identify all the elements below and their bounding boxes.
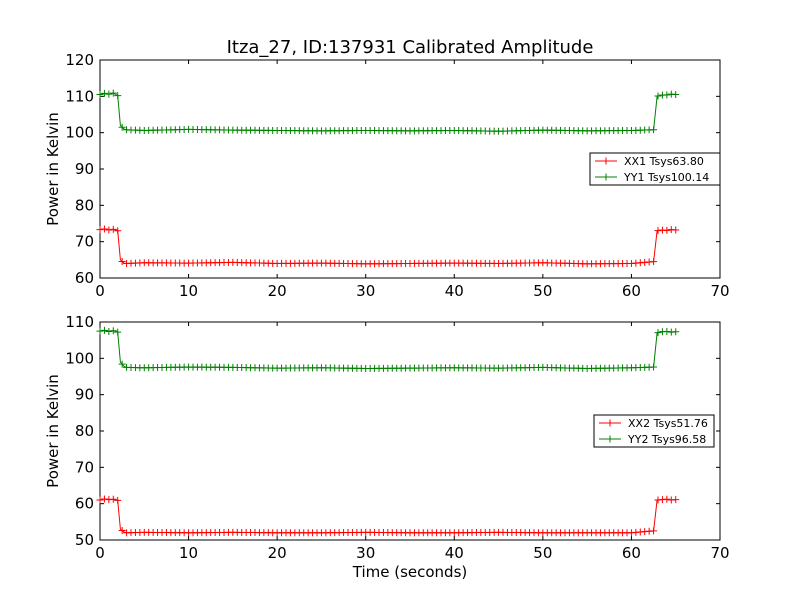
- series-yy1: [96, 89, 680, 135]
- data-point-marker: [650, 363, 658, 371]
- x-tick-label: 0: [95, 544, 105, 562]
- data-point-marker: [100, 326, 108, 334]
- y-tick-label: 100: [65, 124, 94, 142]
- y-tick-label: 110: [65, 313, 94, 331]
- data-point-marker: [650, 527, 658, 535]
- data-point-marker: [118, 527, 126, 535]
- legend-frame: [589, 152, 721, 186]
- y-tick-label: 50: [75, 531, 94, 549]
- data-point-marker: [672, 328, 680, 336]
- x-tick-label: 10: [179, 544, 198, 562]
- data-point-marker: [672, 91, 680, 99]
- data-point-marker: [96, 496, 104, 504]
- data-point-marker: [114, 92, 122, 100]
- data-point-marker: [654, 329, 662, 337]
- x-tick-label: 20: [268, 282, 287, 300]
- legend-label: YY1 Tsys100.14: [623, 171, 709, 184]
- x-axis-label: Time (seconds): [352, 563, 468, 581]
- y-tick-label: 120: [65, 51, 94, 69]
- x-tick-label: 40: [445, 544, 464, 562]
- x-tick-label: 60: [622, 544, 641, 562]
- data-point-marker: [96, 91, 104, 99]
- data-point-marker: [105, 327, 113, 335]
- data-point-marker: [109, 495, 117, 503]
- data-point-marker: [118, 123, 126, 131]
- x-tick-label: 50: [533, 282, 552, 300]
- series-yy2: [96, 326, 680, 373]
- y-axis-label: Power in Kelvin: [44, 374, 62, 488]
- legend-swatch-marker: [606, 435, 614, 443]
- legend-swatch-marker: [602, 157, 610, 165]
- legend-swatch-marker: [602, 173, 610, 181]
- legend-frame: [593, 414, 715, 448]
- data-point-marker: [663, 91, 671, 99]
- data-point-marker: [100, 225, 108, 233]
- data-point-marker: [114, 328, 122, 336]
- legend-label: YY2 Tsys96.58: [627, 433, 706, 446]
- x-tick-label: 70: [710, 544, 729, 562]
- series-xx2: [96, 495, 680, 537]
- data-point-marker: [105, 226, 113, 234]
- data-point-marker: [672, 496, 680, 504]
- y-tick-label: 90: [75, 386, 94, 404]
- y-tick-label: 70: [75, 458, 94, 476]
- data-point-marker: [663, 327, 671, 335]
- data-point-marker: [109, 225, 117, 233]
- data-point-marker: [109, 89, 117, 97]
- data-point-marker: [114, 227, 122, 235]
- data-point-marker: [109, 327, 117, 335]
- data-point-marker: [96, 327, 104, 335]
- series-xx1: [96, 225, 680, 268]
- y-tick-label: 60: [75, 269, 94, 287]
- y-tick-label: 80: [75, 196, 94, 214]
- x-tick-label: 0: [95, 282, 105, 300]
- x-tick-label: 60: [622, 282, 641, 300]
- data-point-marker: [100, 495, 108, 503]
- data-point-marker: [118, 360, 126, 368]
- data-point-marker: [650, 126, 658, 134]
- data-point-marker: [663, 226, 671, 234]
- y-tick-label: 60: [75, 495, 94, 513]
- x-tick-label: 30: [356, 544, 375, 562]
- legend: XX2 Tsys51.76 YY2 Tsys96.58: [593, 414, 715, 448]
- x-tick-label: 70: [710, 282, 729, 300]
- data-point-marker: [100, 89, 108, 97]
- data-point-marker: [118, 257, 126, 265]
- chart-title: Itza_27, ID:137931 Calibrated Amplitude: [227, 37, 594, 58]
- legend: XX1 Tsys63.80 YY1 Tsys100.14: [589, 152, 721, 186]
- chart-panel-1: 0 10 20 30 40 50 60 70 60 70 80 90 100 110 120 Power in…: [44, 51, 730, 300]
- legend-label: XX2 Tsys51.76: [628, 417, 708, 430]
- data-point-marker: [96, 226, 104, 234]
- legend-label: XX1 Tsys63.80: [624, 155, 704, 168]
- data-point-marker: [672, 226, 680, 234]
- chart-panel-2: 0 10 20 30 40 50 60 70 50 60 70 80 90 100 110 Power in …: [44, 313, 730, 581]
- x-tick-label: 10: [179, 282, 198, 300]
- data-point-marker: [105, 90, 113, 98]
- x-tick-label: 30: [356, 282, 375, 300]
- y-axis-label: Power in Kelvin: [44, 112, 62, 226]
- data-point-marker: [114, 496, 122, 504]
- y-tick-label: 110: [65, 87, 94, 105]
- y-tick-label: 100: [65, 349, 94, 367]
- y-tick-label: 70: [75, 233, 94, 251]
- data-point-marker: [654, 92, 662, 100]
- y-tick-label: 90: [75, 160, 94, 178]
- y-tick-label: 80: [75, 422, 94, 440]
- data-point-marker: [650, 258, 658, 266]
- x-tick-label: 20: [268, 544, 287, 562]
- x-tick-label: 40: [445, 282, 464, 300]
- legend-swatch-marker: [606, 419, 614, 427]
- data-point-marker: [663, 495, 671, 503]
- x-tick-label: 50: [533, 544, 552, 562]
